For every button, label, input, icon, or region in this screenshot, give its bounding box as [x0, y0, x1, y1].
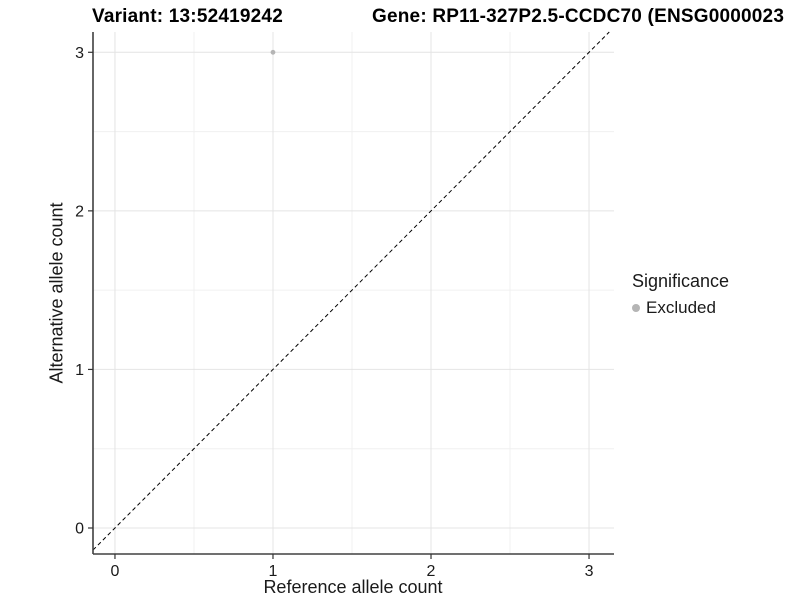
x-axis-title: Reference allele count	[263, 577, 443, 597]
y-tick-label: 3	[75, 45, 84, 62]
identity-dashed-line	[92, 31, 610, 551]
legend-title: Significance	[632, 271, 730, 291]
x-tick-label: 1	[269, 563, 278, 580]
x-tick-label: 2	[427, 563, 436, 580]
variant-title: Variant: 13:52419242	[92, 6, 283, 27]
gene-title: Gene: RP11-327P2.5-CCDC70 (ENSG0000023	[372, 6, 785, 27]
legend-item-excluded: Excluded	[632, 298, 729, 318]
y-axis-title: Alternative allele count	[46, 202, 67, 384]
legend-item-label: Excluded	[646, 298, 716, 317]
x-tick-label: 3	[585, 563, 594, 580]
excluded-point-swatch	[632, 304, 640, 312]
data-point	[270, 49, 276, 55]
x-tick-label: 0	[111, 563, 120, 580]
y-tick-label: 2	[75, 203, 84, 220]
y-tick-label: 0	[75, 520, 84, 537]
legend: Significance Excluded	[632, 271, 729, 318]
y-tick-label: 1	[75, 362, 84, 379]
